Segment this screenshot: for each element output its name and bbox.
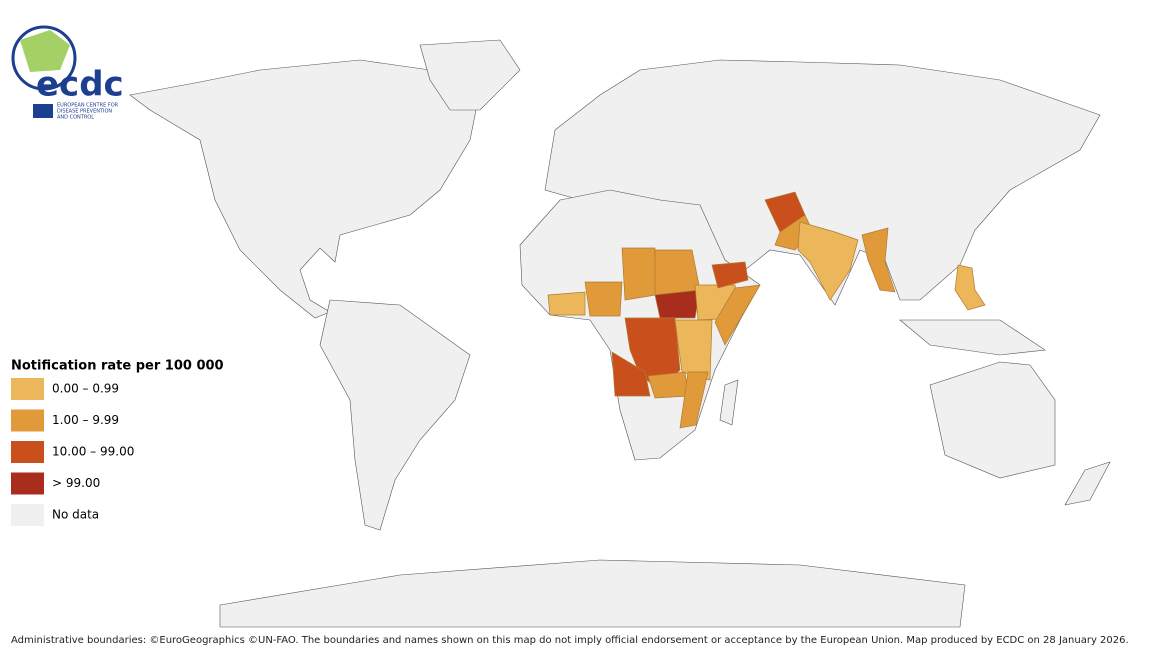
madagascar: [719, 379, 739, 426]
new-zealand: [1064, 461, 1111, 506]
logo-subtitle: EUROPEAN CENTRE FOR: [57, 103, 119, 109]
south-america: [319, 299, 471, 531]
country: [647, 371, 689, 399]
logo: ecdc EUROPEAN CENTRE FOR DISEASE PREVENT…: [11, 25, 124, 121]
legend-label: 1.00 – 9.99: [52, 413, 119, 427]
legend-swatch: [11, 472, 44, 495]
countries: [547, 191, 986, 429]
footer: Administrative boundaries: ©EuroGeograph…: [11, 635, 1129, 646]
legend-swatch: [11, 409, 44, 432]
legend-label: 10.00 – 99.00: [52, 445, 134, 459]
legend: Notification rate per 100 000 0.00 – 0.9…: [11, 359, 224, 526]
logo-subtitle: AND CONTROL: [57, 115, 94, 121]
legend-title: Notification rate per 100 000: [11, 359, 224, 374]
eu-flag: [33, 104, 53, 118]
country: [797, 221, 859, 301]
land: [129, 39, 1111, 628]
country: [714, 284, 761, 346]
country: [711, 261, 749, 289]
country: [654, 249, 701, 296]
southeast-asia: [899, 319, 1046, 356]
country: [621, 247, 657, 301]
country: [547, 291, 586, 316]
legend-label: 0.00 – 0.99: [52, 382, 119, 396]
north-america: [129, 59, 481, 319]
logo-globe: [11, 25, 77, 91]
legend-swatch: [11, 504, 44, 526]
greenland: [419, 39, 521, 111]
country: [611, 351, 651, 397]
country: [861, 227, 896, 293]
legend-label: > 99.00: [52, 476, 100, 490]
logo-land: [20, 30, 70, 72]
country: [679, 371, 709, 429]
logo-name: ecdc: [36, 65, 124, 105]
legend-swatch: [11, 378, 44, 400]
legend-swatch: [11, 441, 44, 463]
legend-label: No data: [52, 508, 99, 522]
country: [954, 264, 986, 311]
antarctica: [219, 559, 966, 628]
country: [654, 289, 701, 319]
country: [584, 281, 623, 317]
australia: [929, 361, 1056, 479]
country: [674, 319, 713, 381]
logo-subtitle: DISEASE PREVENTION: [57, 109, 112, 115]
